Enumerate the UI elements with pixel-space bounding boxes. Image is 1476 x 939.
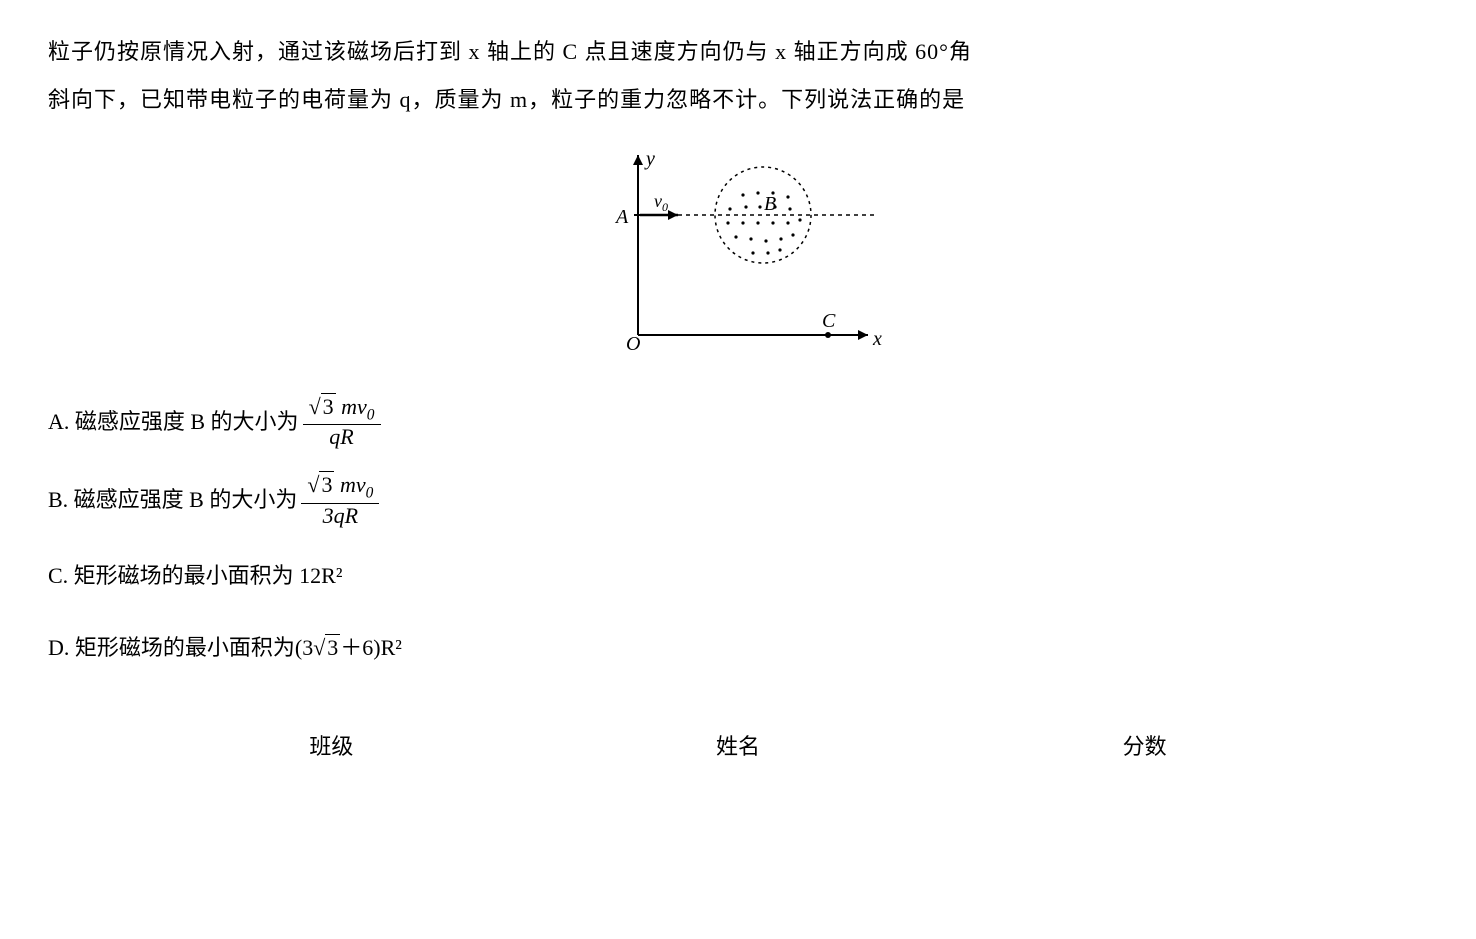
option-b-prefix: B. 磁感应强度 B 的大小为 (48, 476, 297, 524)
name-label: 姓名 (716, 723, 760, 771)
option-a-prefix: A. 磁感应强度 B 的大小为 (48, 398, 299, 446)
physics-diagram: O x y A C v0 B (578, 145, 898, 365)
class-label: 班级 (309, 723, 353, 771)
figure-container: O x y A C v0 B (48, 145, 1428, 365)
option-a-fraction: 3 mv0 qR (303, 395, 381, 450)
y-axis-label: y (644, 148, 655, 170)
problem-line1: 粒子仍按原情况入射，通过该磁场后打到 x 轴上的 C 点且速度方向仍与 x 轴正… (48, 39, 972, 64)
option-b: B. 磁感应强度 B 的大小为 3 mv0 3qR (48, 473, 1428, 528)
option-b-fraction: 3 mv0 3qR (301, 473, 379, 528)
options-list: A. 磁感应强度 B 的大小为 3 mv0 qR B. 磁感应强度 B 的大小为… (48, 395, 1428, 673)
option-c: C. 矩形磁场的最小面积为 12R² (48, 552, 1428, 600)
option-d-prefix: D. 矩形磁场的最小面积为(3 (48, 624, 313, 672)
option-a: A. 磁感应强度 B 的大小为 3 mv0 qR (48, 395, 1428, 450)
problem-line2: 斜向下，已知带电粒子的电荷量为 q，质量为 m，粒子的重力忽略不计。下列说法正确… (48, 87, 965, 112)
point-a-label: A (614, 206, 629, 228)
field-label: B (764, 193, 776, 215)
option-d-sqrt: 3 (313, 624, 340, 672)
option-c-text: C. 矩形磁场的最小面积为 12R² (48, 552, 342, 600)
option-d-suffix: ＋6)R² (340, 624, 402, 672)
problem-text: 粒子仍按原情况入射，通过该磁场后打到 x 轴上的 C 点且速度方向仍与 x 轴正… (48, 28, 1428, 125)
velocity-label: v0 (654, 191, 668, 214)
score-label: 分数 (1123, 723, 1167, 771)
x-axis-label: x (872, 328, 882, 350)
point-c-label: C (822, 310, 836, 332)
option-d: D. 矩形磁场的最小面积为(33＋6)R² (48, 624, 1428, 672)
footer-row: 班级 姓名 分数 (48, 723, 1428, 771)
origin-label: O (626, 333, 640, 355)
